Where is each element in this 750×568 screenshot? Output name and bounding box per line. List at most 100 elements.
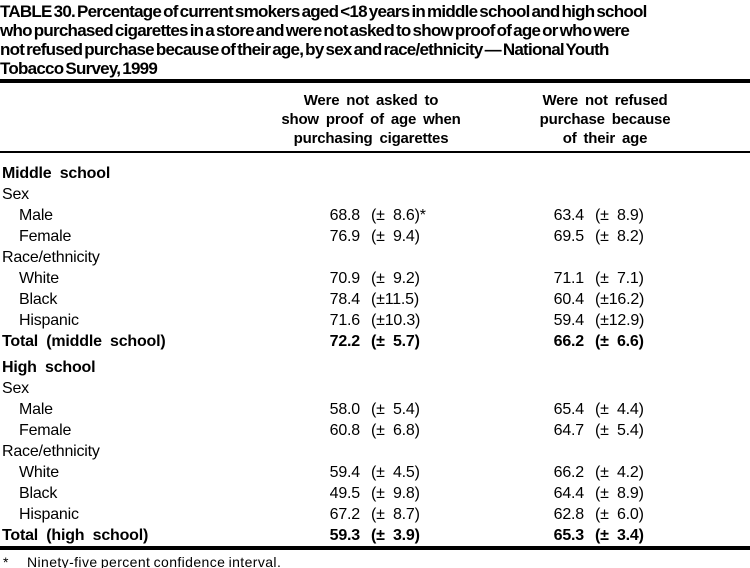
value-cell <box>471 247 584 268</box>
ci-cell: (± 9.8) <box>371 485 420 502</box>
table-title-line: who purchased cigarettes in a store and … <box>0 21 630 40</box>
table-title-line: not refused purchase because of their ag… <box>0 40 609 59</box>
table-row-group-sex: Sex <box>0 378 750 399</box>
table-row-section-middle-school: Middle school <box>0 163 750 184</box>
value-cell: 66.2 <box>553 464 585 481</box>
footnote-marker: * <box>3 554 9 568</box>
table-title-line: TABLE 30. Percentage of current smokers … <box>0 2 647 21</box>
table-row-black: Black 78.4 (±11.5) 60.4 (±16.2) <box>0 289 750 310</box>
column-header-not-refused: Were not refused purchase because of the… <box>495 91 715 148</box>
value-cell <box>300 184 360 205</box>
ci-cell: (± 8.9) <box>595 485 644 502</box>
table-row-group-race-ethnicity: Race/ethnicity <box>0 247 750 268</box>
bottom-rule <box>0 546 750 550</box>
value-cell: 59.4 <box>329 464 361 481</box>
value-cell: 67.2 <box>329 506 361 523</box>
value-cell: 65.4 <box>553 401 585 418</box>
ci-cell: (± 9.2) <box>371 270 420 287</box>
ci-cell: (± 9.4) <box>371 228 420 245</box>
ci-cell: (± 3.4) <box>595 527 644 544</box>
value-cell: 62.8 <box>553 506 585 523</box>
row-label: Hispanic <box>19 312 79 329</box>
value-cell: 60.4 <box>553 291 585 308</box>
value-cell: 59.3 <box>329 527 361 544</box>
row-label: Black <box>19 485 58 502</box>
row-label: Middle school <box>2 165 111 182</box>
ci-cell <box>584 247 750 268</box>
title-rule <box>0 79 750 83</box>
ci-cell <box>360 441 471 462</box>
ci-cell: (± 7.1) <box>595 270 644 287</box>
ci-cell: (± 8.2) <box>595 228 644 245</box>
column-header-line: purchase because <box>539 111 671 128</box>
value-cell: 58.0 <box>329 401 361 418</box>
value-cell: 69.5 <box>553 228 585 245</box>
value-cell <box>300 163 360 184</box>
table-title: TABLE 30. Percentage of current smokers … <box>0 0 750 78</box>
row-label: Black <box>19 291 58 308</box>
row-label: Hispanic <box>19 506 79 523</box>
row-label: Race/ethnicity <box>2 249 100 266</box>
ci-cell: (± 8.7) <box>371 506 420 523</box>
row-label: Total (high school) <box>2 527 149 544</box>
row-label: Female <box>19 228 72 245</box>
column-header-line: of their age <box>562 130 648 147</box>
ci-cell <box>584 441 750 462</box>
row-label: Sex <box>2 186 29 203</box>
ci-cell: (±11.5) <box>371 291 419 308</box>
value-cell <box>300 247 360 268</box>
value-cell: 66.2 <box>553 333 585 350</box>
table-row-white: White 70.9 (± 9.2) 71.1 (± 7.1) <box>0 268 750 289</box>
ci-cell: (± 4.2) <box>595 464 644 481</box>
table-row-hispanic: Hispanic 67.2 (± 8.7) 62.8 (± 6.0) <box>0 504 750 525</box>
ci-cell <box>584 184 750 205</box>
ci-cell <box>584 357 750 378</box>
column-headers: Were not asked to show proof of age when… <box>0 91 750 148</box>
header-rule <box>0 151 750 153</box>
ci-cell: (± 8.6)* <box>371 207 426 224</box>
row-label: White <box>19 464 59 481</box>
table-row-total-middle-school: Total (middle school) 72.2 (± 5.7) 66.2 … <box>0 331 750 352</box>
value-cell: 60.8 <box>329 422 361 439</box>
ci-cell: (± 6.6) <box>595 333 644 350</box>
ci-cell: (± 3.9) <box>371 527 420 544</box>
footnote-text: Ninety-five percent confidence interval. <box>27 554 282 568</box>
row-label: Female <box>19 422 72 439</box>
value-cell: 71.1 <box>553 270 585 287</box>
table-row-female: Female 60.8 (± 6.8) 64.7 (± 5.4) <box>0 420 750 441</box>
table-row-female: Female 76.9 (± 9.4) 69.5 (± 8.2) <box>0 226 750 247</box>
value-cell <box>300 357 360 378</box>
footnote: * Ninety-five percent confidence interva… <box>0 554 750 568</box>
table-row-male: Male 58.0 (± 5.4) 65.4 (± 4.4) <box>0 399 750 420</box>
value-cell: 59.4 <box>553 312 585 329</box>
table-row-group-sex: Sex <box>0 184 750 205</box>
ci-cell: (±16.2) <box>595 291 645 308</box>
ci-cell: (± 6.8) <box>371 422 420 439</box>
column-header-line: purchasing cigarettes <box>293 130 449 147</box>
ci-cell: (± 4.5) <box>371 464 420 481</box>
row-label: White <box>19 270 59 287</box>
value-cell <box>471 357 584 378</box>
ci-cell: (± 5.4) <box>371 401 420 418</box>
table-row-total-high-school: Total (high school) 59.3 (± 3.9) 65.3 (±… <box>0 525 750 546</box>
table-row-black: Black 49.5 (± 9.8) 64.4 (± 8.9) <box>0 483 750 504</box>
ci-cell <box>360 357 471 378</box>
ci-cell: (± 5.7) <box>371 333 420 350</box>
value-cell: 68.8 <box>329 207 361 224</box>
ci-cell: (±10.3) <box>371 312 421 329</box>
value-cell: 71.6 <box>329 312 361 329</box>
row-label: Male <box>19 207 53 224</box>
ci-cell: (± 5.4) <box>595 422 644 439</box>
value-cell: 63.4 <box>553 207 585 224</box>
row-label: Total (middle school) <box>2 333 166 350</box>
ci-cell <box>584 378 750 399</box>
value-cell: 76.9 <box>329 228 361 245</box>
table-row-section-high-school: High school <box>0 357 750 378</box>
ci-cell <box>360 378 471 399</box>
value-cell: 72.2 <box>329 333 361 350</box>
table-row-male: Male 68.8 (± 8.6)* 63.4 (± 8.9) <box>0 205 750 226</box>
ci-cell <box>584 163 750 184</box>
table-title-line: Tobacco Survey, 1999 <box>0 59 158 78</box>
table-row-white: White 59.4 (± 4.5) 66.2 (± 4.2) <box>0 462 750 483</box>
ci-cell <box>360 247 471 268</box>
